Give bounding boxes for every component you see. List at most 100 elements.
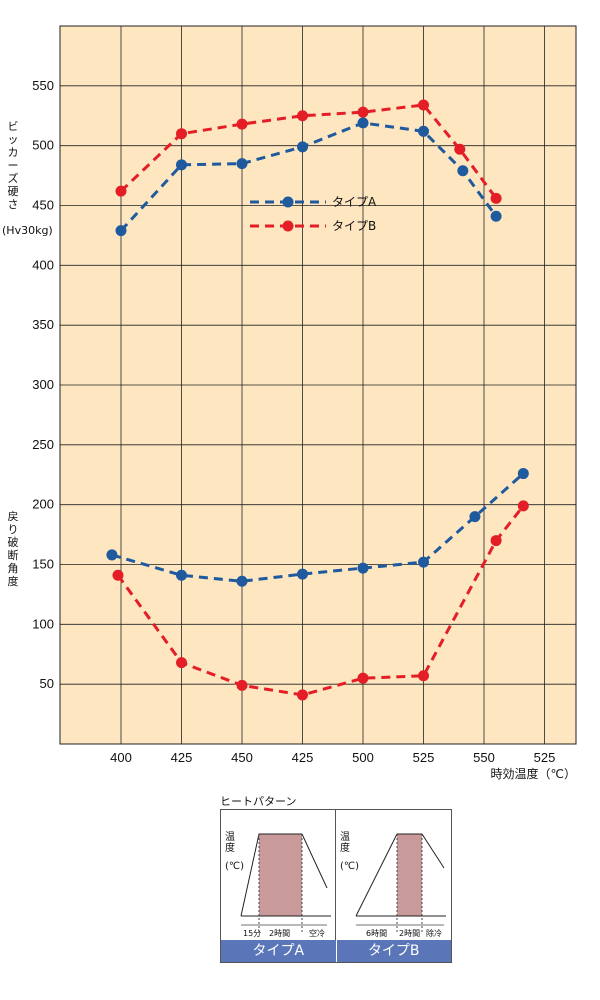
- heat-panel-yunit: (℃): [225, 861, 245, 872]
- series-line-bend-2: [111, 472, 525, 583]
- data-point: [418, 670, 429, 682]
- hold-region: [397, 834, 422, 916]
- legend-label: タイプA: [332, 195, 377, 209]
- heat-tick-a-1: 2時間: [269, 929, 290, 938]
- x-tick-label: 525: [413, 750, 435, 765]
- tab-type-b: タイプB: [335, 940, 451, 962]
- data-point: [490, 210, 502, 222]
- heat-pattern: ヒートパターン 温度 (℃) 15分 2時間 空冷 温度 (℃): [220, 793, 452, 963]
- y-label-char: り: [8, 523, 19, 536]
- y-label-char: さ: [8, 198, 19, 211]
- y-tick-label: 550: [32, 78, 54, 93]
- heat-tick-b-0: 6時間: [366, 929, 387, 938]
- y-label-char: ー: [8, 159, 19, 172]
- data-point: [176, 657, 187, 669]
- x-tick-label: 500: [352, 750, 374, 765]
- y-label-char: 度: [8, 574, 19, 588]
- heat-pattern-tabs: タイプA タイプB: [221, 940, 451, 962]
- data-point: [106, 549, 118, 561]
- data-point: [236, 575, 248, 587]
- heat-panel-type-b: 温度 (℃) 6時間 2時間 除冷: [336, 810, 450, 940]
- data-point: [297, 689, 308, 701]
- data-point: [357, 562, 369, 574]
- data-point: [418, 556, 429, 568]
- y-label-char: 戻: [8, 510, 19, 523]
- heat-tick-a-2: 空冷: [309, 928, 325, 938]
- y-tick-label: 400: [32, 257, 54, 272]
- heat-tick-b-1: 2時間: [399, 929, 420, 938]
- series-line-bend-3: [116, 504, 525, 697]
- temperature-profile: [240, 833, 328, 917]
- heat-tick-b-2: 除冷: [426, 928, 442, 938]
- heat-panel-ylabel: 温度: [340, 832, 350, 854]
- heat-tick-a-0: 15分: [243, 929, 261, 938]
- series-layer: [106, 99, 529, 701]
- y-tick-label: 100: [32, 616, 54, 631]
- x-axis-unit-label: 時効温度（℃）: [491, 766, 576, 781]
- y-label-unit: (Hv30kg): [2, 224, 53, 237]
- heat-panel-type-a: 温度 (℃) 15分 2時間 空冷: [221, 810, 336, 940]
- heat-panel-yunit: (℃): [340, 861, 360, 872]
- y-tick-label: 200: [32, 497, 54, 512]
- heat-panel-ylabel: 温度: [225, 832, 235, 854]
- heat-pattern-box: 温度 (℃) 15分 2時間 空冷 温度 (℃): [220, 809, 452, 963]
- chart: 50 100 150 200 250 300 350 400 450 500 550 400 425 4…: [2, 25, 577, 781]
- series-line-hardness-1: [119, 103, 498, 200]
- data-point: [236, 118, 248, 130]
- temperature-profile: [355, 833, 445, 917]
- data-point: [112, 569, 124, 581]
- data-point: [454, 143, 466, 155]
- data-point: [490, 192, 502, 204]
- y-tick-label: 50: [40, 676, 54, 691]
- x-tick-label: 525: [534, 750, 556, 765]
- y-label-char: ビ: [8, 120, 19, 133]
- legend: タイプA タイプB: [250, 195, 377, 233]
- data-point: [115, 185, 127, 197]
- y-label-char: ッ: [8, 133, 19, 146]
- legend-marker: [282, 196, 294, 208]
- y-tick-label: 250: [32, 437, 54, 452]
- y-label-char: カ: [8, 146, 19, 159]
- data-point: [418, 99, 429, 111]
- y-label-char: 角: [8, 562, 19, 575]
- data-point: [176, 569, 187, 581]
- legend-marker: [282, 220, 294, 232]
- series-line-hardness-0: [119, 121, 498, 232]
- y-tick-label: 500: [32, 138, 54, 153]
- data-point: [490, 535, 502, 547]
- data-point: [357, 672, 369, 684]
- data-point: [297, 568, 308, 580]
- plot-area: [59, 25, 577, 745]
- heat-pattern-title: ヒートパターン: [220, 795, 297, 808]
- y-tick-label: 350: [32, 317, 54, 332]
- y-label-char: 破: [8, 535, 19, 549]
- data-point: [418, 125, 429, 137]
- y-label-char: 硬: [8, 185, 19, 198]
- y-tick-label: 300: [32, 377, 54, 392]
- y-axis: 50 100 150 200 250 300 350 400 450 500 550: [32, 78, 54, 691]
- data-point: [236, 679, 248, 691]
- data-point: [297, 141, 308, 153]
- tab-type-a: タイプA: [221, 940, 336, 962]
- legend-label: タイプB: [332, 219, 376, 233]
- data-point: [236, 158, 248, 170]
- y-tick-label: 450: [32, 198, 54, 213]
- heat-diagram-a: 15分 2時間 空冷: [240, 833, 331, 938]
- data-point: [517, 500, 529, 512]
- data-point: [176, 128, 187, 140]
- y-tick-label: 150: [32, 557, 54, 572]
- y-label-char: ズ: [8, 171, 19, 185]
- data-point: [297, 110, 308, 122]
- data-point: [517, 468, 529, 480]
- x-tick-label: 400: [110, 750, 132, 765]
- data-point: [176, 159, 187, 171]
- data-point: [115, 225, 127, 237]
- x-tick-label: 550: [473, 750, 495, 765]
- heat-diagram-b: 6時間 2時間 除冷: [355, 833, 446, 938]
- hold-region: [259, 834, 302, 916]
- y-label-char: 断: [8, 548, 19, 562]
- data-point: [469, 511, 481, 523]
- data-point: [357, 106, 369, 118]
